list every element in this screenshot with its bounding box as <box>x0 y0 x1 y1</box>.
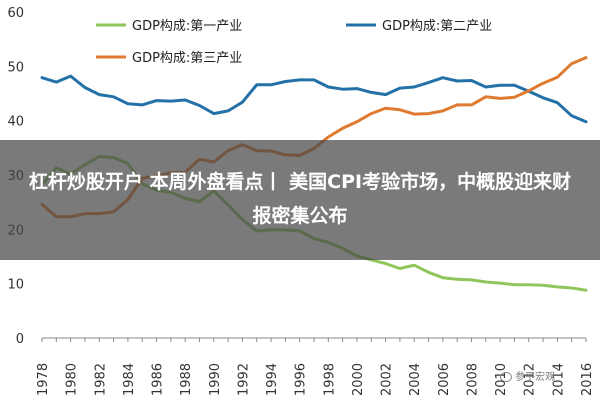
legend-label-1: GDP构成:第一产业 <box>132 19 242 34</box>
x-tick-label: 1990 <box>208 363 223 396</box>
x-tick-label: 2000 <box>351 363 366 396</box>
x-axis: 1978 1980 1982 1984 1986 1988 1990 1992 1994 1996… <box>36 337 595 396</box>
legend-label-2: GDP构成:第二产业 <box>382 19 492 34</box>
x-tick-label: 2004 <box>408 363 423 396</box>
y-tick-label: 60 <box>7 6 24 21</box>
x-tick-label: 2002 <box>380 363 395 396</box>
x-tick-label: 2014 <box>551 363 566 396</box>
y-tick-label: 10 <box>7 278 24 293</box>
wechat-icon <box>500 372 512 382</box>
legend-label-3: GDP构成:第三产业 <box>132 51 242 66</box>
x-tick-label: 1994 <box>265 363 280 396</box>
title-overlay-band <box>0 140 600 260</box>
x-tick-label: 1982 <box>93 363 108 396</box>
x-tick-label: 1998 <box>322 363 337 396</box>
x-tick-label: 1988 <box>179 363 194 396</box>
x-tick-label: 2016 <box>580 363 595 396</box>
x-tick-label: 2012 <box>523 363 538 396</box>
watermark: 参平宏观 <box>500 368 555 383</box>
y-tick-label: 0 <box>16 332 24 347</box>
x-tick-label: 1986 <box>151 363 166 396</box>
x-tick-label: 1984 <box>122 363 137 396</box>
x-tick-label: 2006 <box>437 363 452 396</box>
y-tick-label: 40 <box>7 115 24 130</box>
y-tick-label: 50 <box>7 60 24 75</box>
x-tick-label: 1992 <box>236 363 251 396</box>
legend: GDP构成:第一产业 GDP构成:第二产业 GDP构成:第三产业 <box>96 19 492 66</box>
x-tick-label: 1996 <box>294 363 309 396</box>
x-tick-label: 1980 <box>65 363 80 396</box>
x-tick-label: 2008 <box>465 363 480 396</box>
x-tick-label: 1978 <box>36 363 51 396</box>
watermark-text: 参平宏观 <box>515 372 555 383</box>
series-line-2 <box>40 74 588 124</box>
article-title[interactable]: 杠杆炒股开户 本周外盘看点丨 美国CPI考验市场，中概股迎来财报密集公布 <box>28 171 572 227</box>
